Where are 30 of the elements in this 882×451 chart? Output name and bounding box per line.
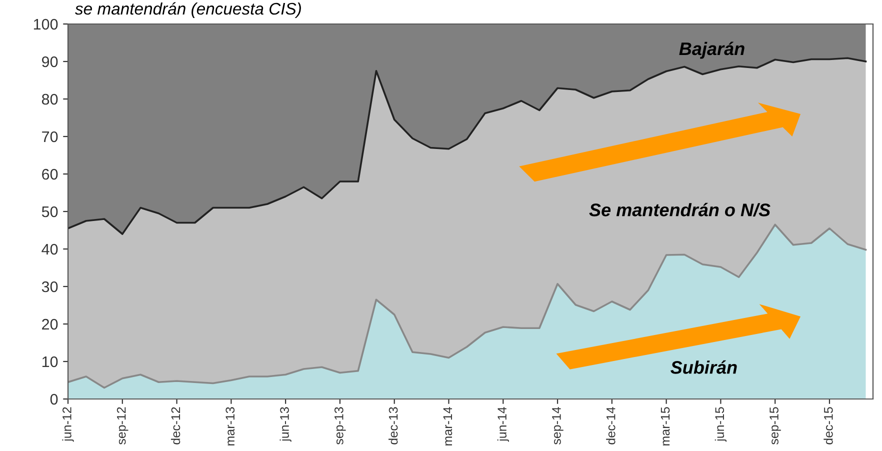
- y-tick-label: 80: [42, 94, 58, 105]
- y-tick-label: 30: [42, 281, 58, 292]
- y-tick-label: 90: [42, 56, 58, 68]
- y-tick-label: 10: [42, 356, 58, 368]
- y-tick-label: 70: [42, 131, 58, 142]
- chart-title: se mantendrán (encuesta CIS): [75, 2, 301, 18]
- series-label: Se mantendrán o N/S: [589, 202, 770, 217]
- x-tick-label: jun-13: [280, 407, 292, 442]
- x-tick-label: mar-15: [660, 407, 670, 446]
- y-tick-label: 60: [42, 168, 58, 180]
- series-label: Bajarán: [679, 42, 744, 59]
- y-tick-label: 20: [42, 318, 58, 330]
- y-tick-label: 100: [34, 18, 58, 30]
- x-tick-label: mar-13: [226, 407, 235, 446]
- x-tick-label: dec-15: [824, 407, 833, 444]
- x-tick-label: sep-14: [552, 407, 564, 445]
- series-label: Subirán: [670, 360, 737, 374]
- y-tick-label: 0: [50, 394, 58, 405]
- y-tick-label: 50: [42, 206, 58, 218]
- x-tick-label: sep-12: [116, 407, 128, 445]
- x-tick-label: dec-13: [388, 407, 398, 444]
- y-tick-label: 40: [42, 244, 58, 255]
- x-tick-label: dec-12: [170, 407, 180, 444]
- x-tick-label: sep-15: [770, 407, 781, 445]
- x-tick-label: dec-14: [606, 407, 616, 444]
- x-tick-label: jun-14: [497, 407, 509, 442]
- x-tick-label: mar-14: [443, 407, 452, 446]
- x-tick-label: jun-15: [714, 407, 727, 442]
- x-tick-label: jun-12: [62, 407, 74, 442]
- x-tick-label: sep-13: [334, 407, 346, 445]
